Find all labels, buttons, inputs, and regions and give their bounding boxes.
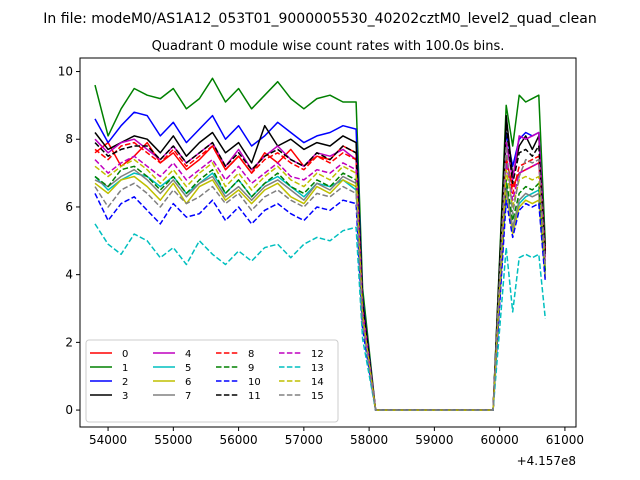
series-line-10 xyxy=(94,193,547,411)
legend-label-12: 12 xyxy=(311,349,324,360)
y-tick-label: 8 xyxy=(65,132,73,146)
series-line-7 xyxy=(94,168,547,411)
legend-label-6: 6 xyxy=(185,377,191,388)
x-tick-label: 59000 xyxy=(415,433,453,447)
x-tick-label: 56000 xyxy=(219,433,257,447)
legend-label-9: 9 xyxy=(248,363,254,374)
legend-label-15: 15 xyxy=(311,391,324,402)
x-axis: 54000 55000 56000 57000 58000 59000 60000 61000 xyxy=(89,427,584,447)
y-tick-label: 4 xyxy=(65,268,73,282)
legend-label-2: 2 xyxy=(122,377,128,388)
series-line-11 xyxy=(94,124,547,411)
series-layer xyxy=(94,77,547,411)
series-line-8 xyxy=(94,141,547,411)
series-line-15 xyxy=(94,145,547,411)
legend-label-5: 5 xyxy=(185,363,191,374)
chart-suptitle: In file: modeM0/AS1A12_053T01_9000005530… xyxy=(43,11,596,27)
y-tick-label: 6 xyxy=(65,200,73,214)
x-tick-label: 54000 xyxy=(89,433,127,447)
series-line-1 xyxy=(94,77,547,411)
legend-label-13: 13 xyxy=(311,363,324,374)
y-axis: 0 2 4 6 8 10 xyxy=(58,65,80,417)
legend-label-11: 11 xyxy=(248,391,261,402)
y-tick-label: 10 xyxy=(58,65,73,79)
series-line-14 xyxy=(94,158,547,411)
legend-label-14: 14 xyxy=(311,377,324,388)
legend-label-0: 0 xyxy=(122,349,128,360)
x-tick-label: 57000 xyxy=(285,433,323,447)
legend-box xyxy=(85,339,339,423)
legend-label-4: 4 xyxy=(185,349,191,360)
legend-label-3: 3 xyxy=(122,391,128,402)
series-line-3 xyxy=(94,114,547,411)
legend-label-1: 1 xyxy=(122,363,128,374)
legend-label-10: 10 xyxy=(248,377,261,388)
series-line-9 xyxy=(94,165,547,411)
x-tick-label: 55000 xyxy=(154,433,192,447)
legend-label-7: 7 xyxy=(185,391,191,402)
y-tick-label: 0 xyxy=(65,403,73,417)
legend-label-8: 8 xyxy=(248,349,254,360)
plot-frame xyxy=(79,57,577,428)
x-tick-label: 60000 xyxy=(481,433,519,447)
x-tick-label: 58000 xyxy=(350,433,388,447)
x-offset-label: +4.157e8 xyxy=(517,454,576,468)
x-tick-label: 61000 xyxy=(546,433,584,447)
y-tick-label: 2 xyxy=(65,335,73,349)
chart-title: Quadrant 0 module wise count rates with … xyxy=(152,39,505,54)
series-line-13 xyxy=(94,223,547,411)
